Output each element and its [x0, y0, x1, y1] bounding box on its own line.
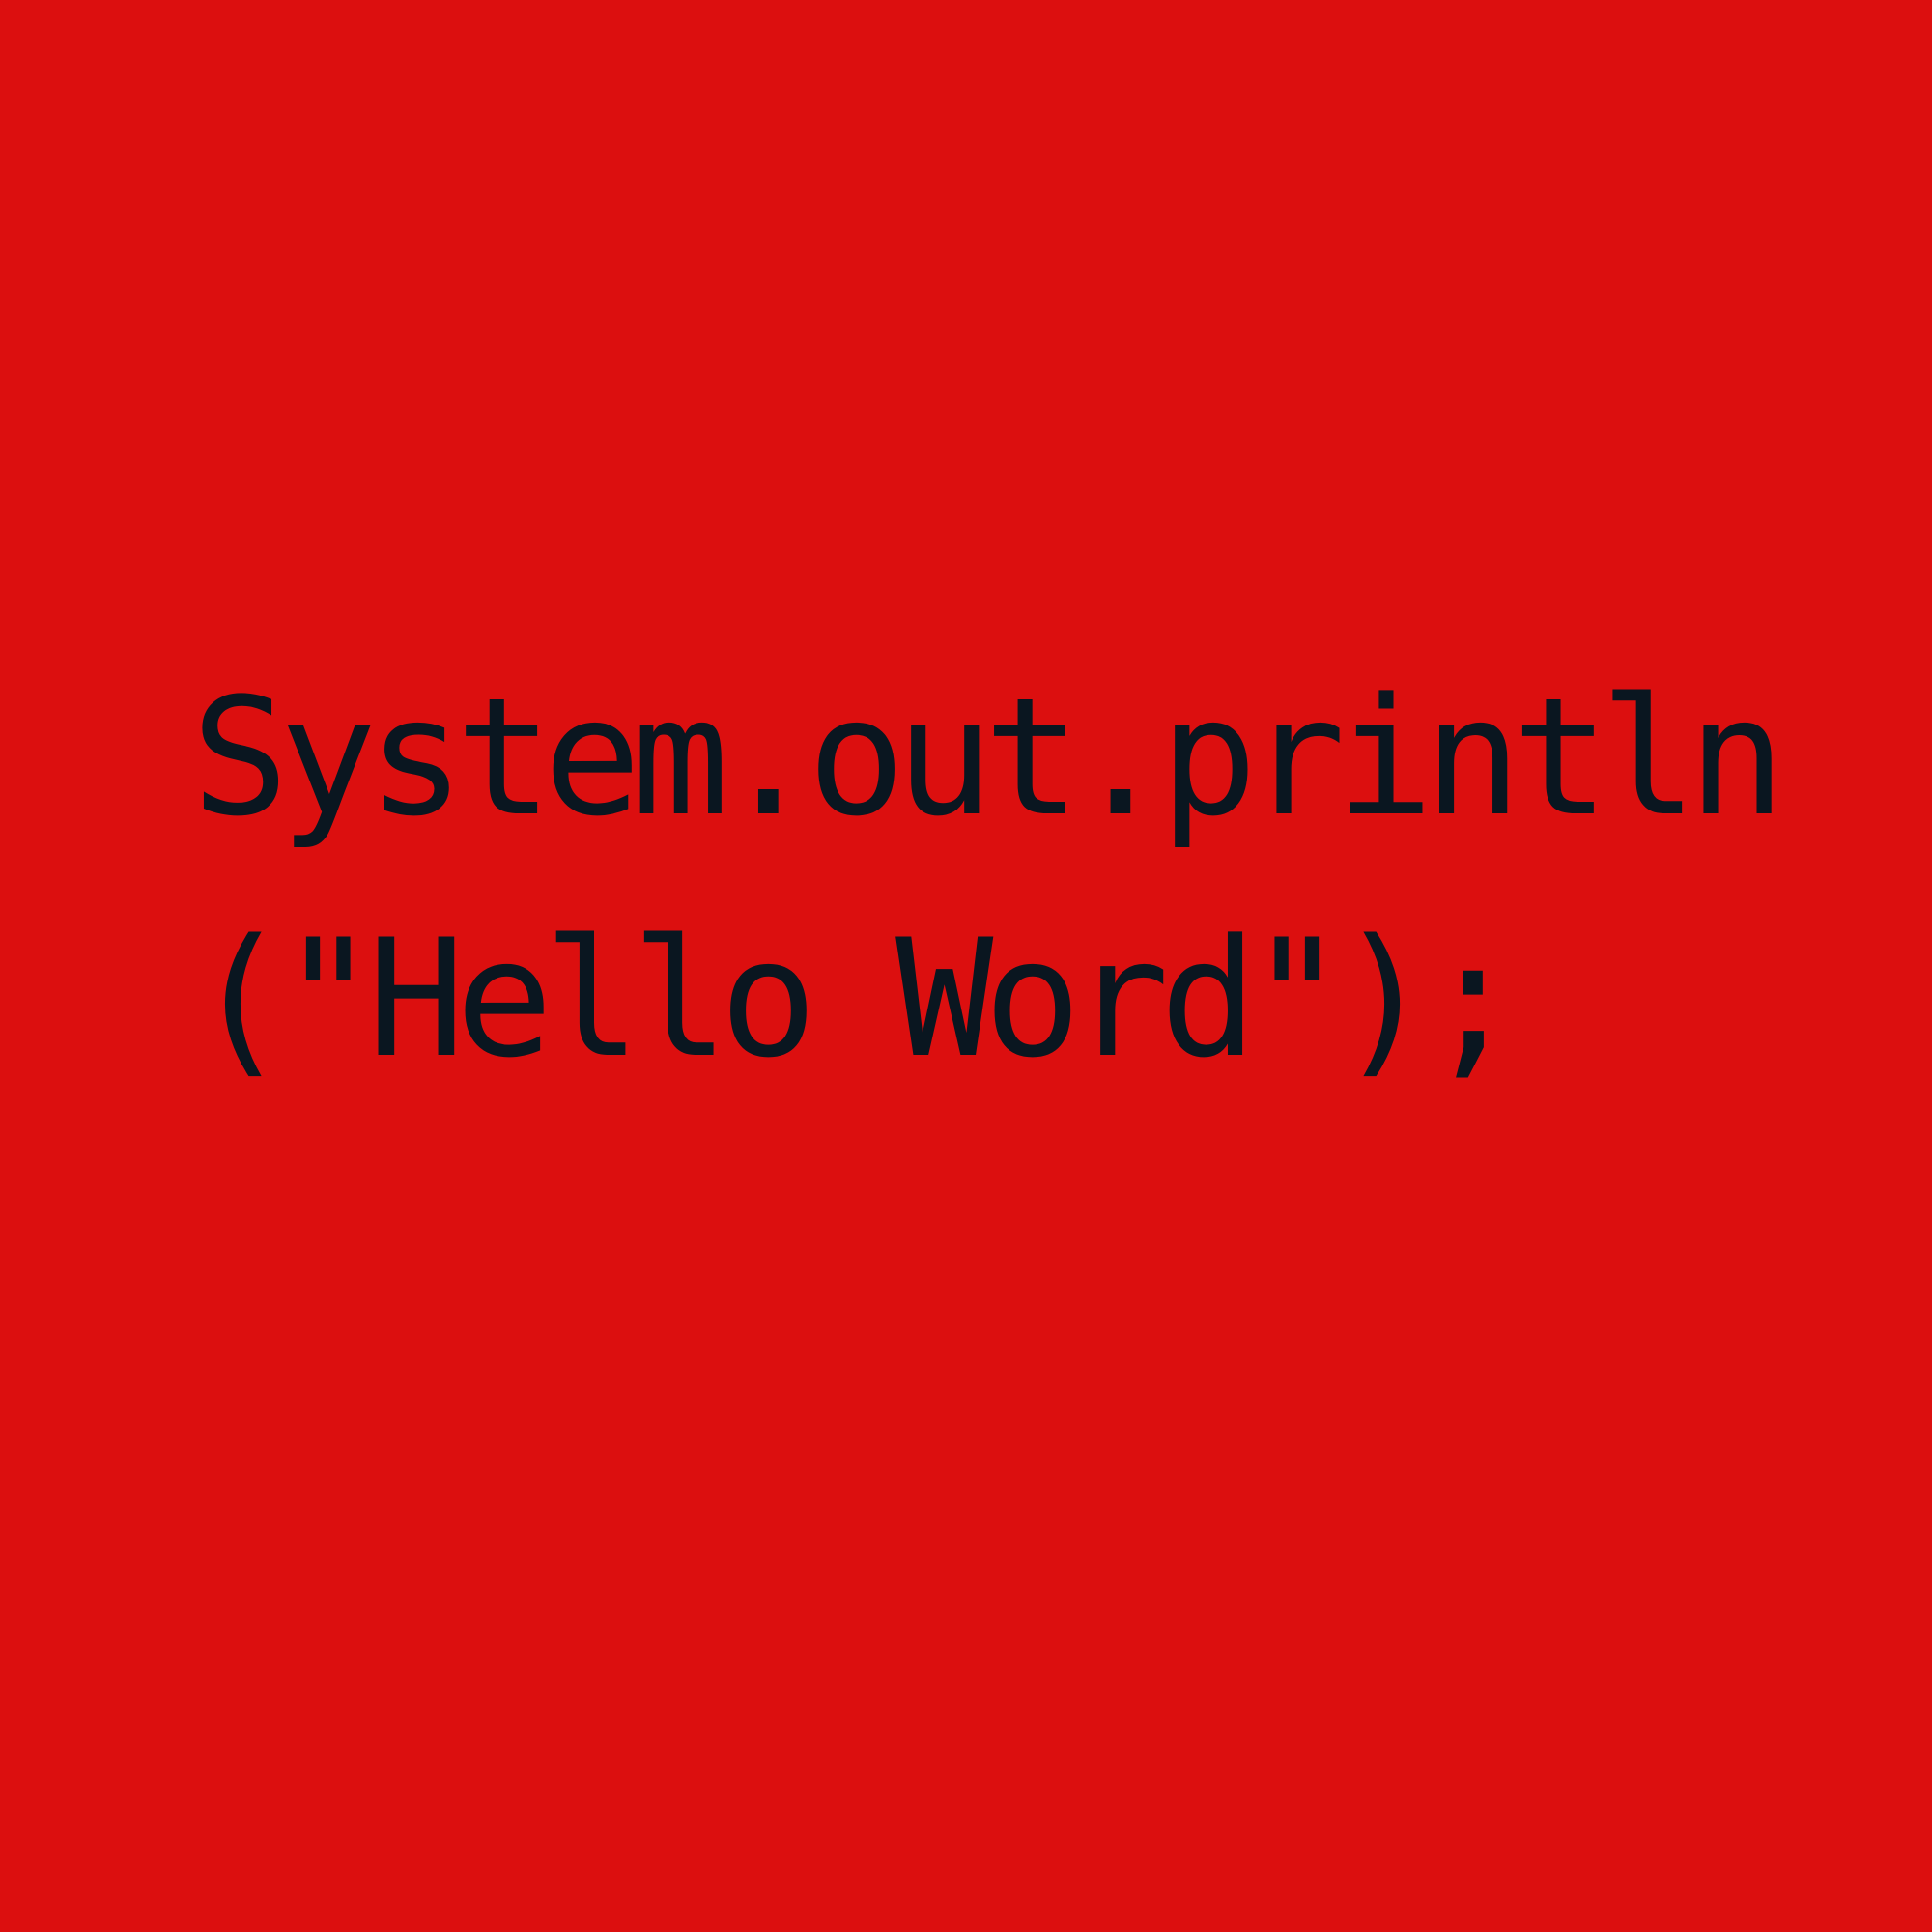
- code-line: System.out.println: [191, 663, 1786, 852]
- code-line: ("Hello Word");: [191, 904, 1521, 1094]
